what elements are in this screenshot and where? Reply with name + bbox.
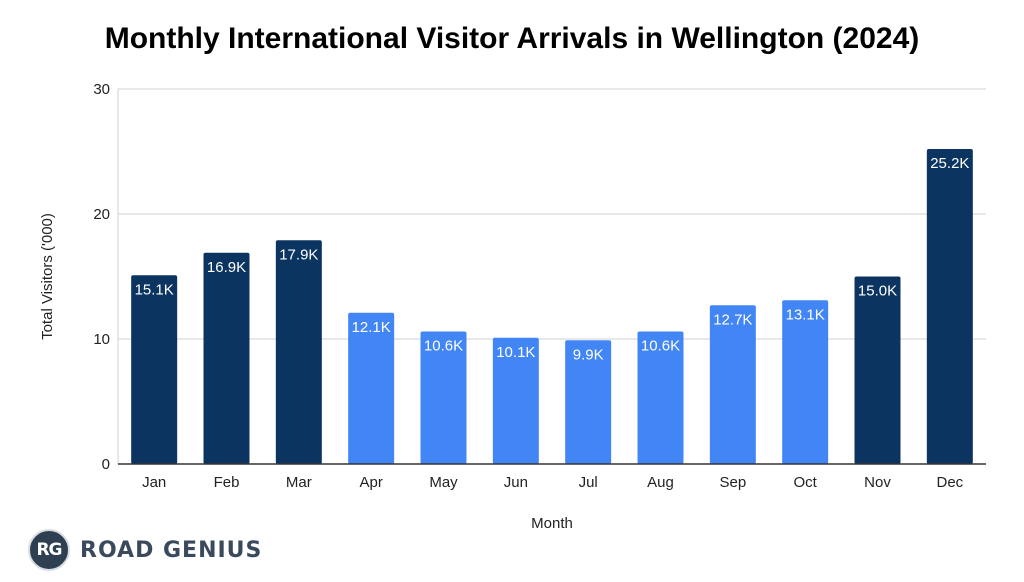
y-tick-label: 10 <box>93 331 110 348</box>
x-tick-label: Feb <box>214 474 240 491</box>
data-label: 12.7K <box>713 311 752 328</box>
data-label: 15.0K <box>858 283 897 300</box>
x-tick-labels: Jan Feb Mar Apr May Jun Jul Aug Sep Oct Nov Dec <box>142 474 964 491</box>
grid-lines <box>117 88 986 464</box>
data-label: 15.1K <box>135 281 174 298</box>
x-tick-label: Dec <box>936 474 963 491</box>
data-label: 13.1K <box>786 306 825 323</box>
data-label: 17.9K <box>279 246 318 263</box>
x-tick-label: Mar <box>286 474 312 491</box>
x-tick-label: Jul <box>579 474 598 491</box>
x-tick-label: Nov <box>864 474 891 491</box>
data-label: 12.1K <box>352 319 391 336</box>
logo-badge: RG <box>28 529 70 571</box>
road-genius-logo: RG ROAD GENIUS <box>28 528 262 572</box>
bar-mar <box>275 240 322 464</box>
bar-aug <box>637 331 684 464</box>
bar-jan <box>131 275 178 464</box>
data-label: 10.6K <box>641 338 680 355</box>
bar-nov <box>854 276 901 464</box>
x-tick-label: Sep <box>719 474 746 491</box>
bar-feb <box>203 252 250 464</box>
y-tick-labels: 0 10 20 30 <box>93 81 110 473</box>
y-axis-label: Total Visitors ('000) <box>39 213 56 340</box>
bar-dec <box>926 149 973 464</box>
chart-title: Monthly International Visitor Arrivals i… <box>104 22 920 55</box>
y-tick-label: 30 <box>93 81 110 98</box>
bar-oct <box>782 300 829 464</box>
data-labels: 15.1K 16.9K 17.9K 12.1K 10.6K 10.1K 9.9K 10.6K 1… <box>135 155 970 363</box>
x-tick-label: Jan <box>142 474 166 491</box>
logo-text: ROAD GENIUS <box>80 537 263 563</box>
data-label: 10.6K <box>424 338 463 355</box>
bar-may <box>420 331 467 464</box>
data-label: 16.9K <box>207 259 246 276</box>
x-tick-label: May <box>429 474 458 491</box>
x-tick-label: Aug <box>647 474 674 491</box>
bars <box>131 149 973 464</box>
bar-sep <box>709 305 756 464</box>
x-tick-label: Jun <box>504 474 528 491</box>
x-tick-label: Apr <box>359 474 382 491</box>
y-tick-label: 0 <box>102 456 110 473</box>
y-tick-label: 20 <box>93 206 110 223</box>
data-label: 9.9K <box>573 346 604 363</box>
data-label: 25.2K <box>930 155 969 172</box>
x-axis-label: Month <box>531 515 573 532</box>
x-tick-label: Oct <box>793 474 817 491</box>
bar-jun <box>492 337 539 464</box>
bar-jul <box>565 340 612 464</box>
data-label: 10.1K <box>496 344 535 361</box>
bar-apr <box>348 312 395 464</box>
